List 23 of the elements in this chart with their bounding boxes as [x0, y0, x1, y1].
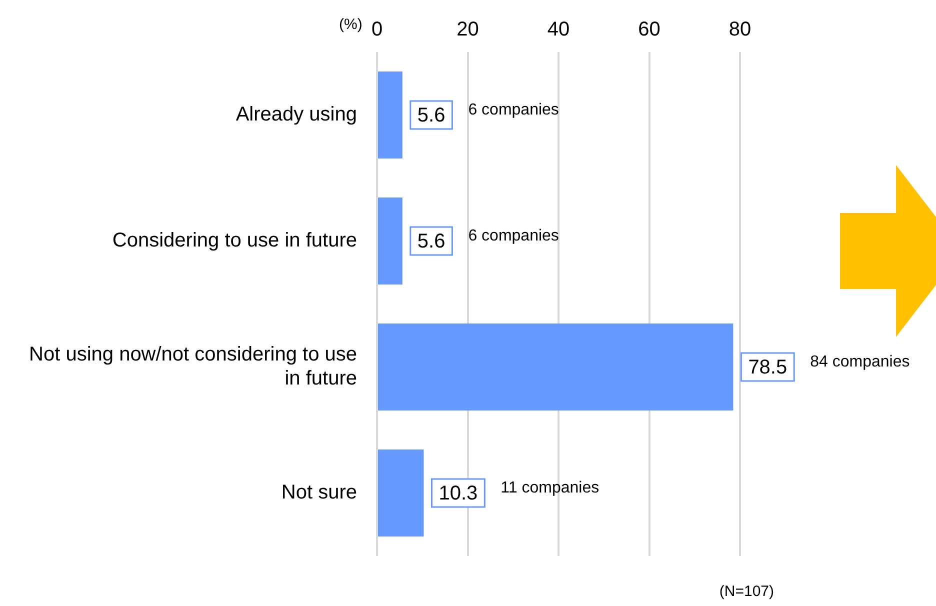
data-label: 78.5 — [748, 356, 788, 379]
annotation: 6 companies — [468, 227, 559, 244]
x-tick-label: 60 — [638, 18, 660, 41]
y-tick-label: Already using — [236, 104, 357, 126]
x-tick-label: 0 — [371, 18, 383, 41]
y-tick-label: Not using now/not considering to use in future — [29, 344, 357, 390]
text: 84 companies — [810, 353, 910, 370]
data-label: 5.6 — [417, 230, 446, 253]
bar — [378, 324, 734, 410]
bar — [378, 198, 402, 284]
x-tick-label: 40 — [547, 18, 570, 41]
text: (N=107) — [719, 583, 774, 600]
bar — [378, 450, 424, 536]
annotation: 11 companies — [500, 479, 600, 496]
data-label: 10.3 — [438, 482, 478, 505]
y-tick-label: Considering to use in future — [112, 230, 357, 252]
bar — [378, 72, 402, 158]
x-tick-label: 80 — [728, 18, 752, 41]
x-axis-title: (%) — [339, 16, 362, 33]
x-tick-label: 20 — [456, 18, 479, 41]
y-tick-label: Not sure — [281, 482, 357, 504]
data-label: 5.6 — [417, 104, 446, 127]
annotation: 6 companies — [468, 101, 559, 118]
